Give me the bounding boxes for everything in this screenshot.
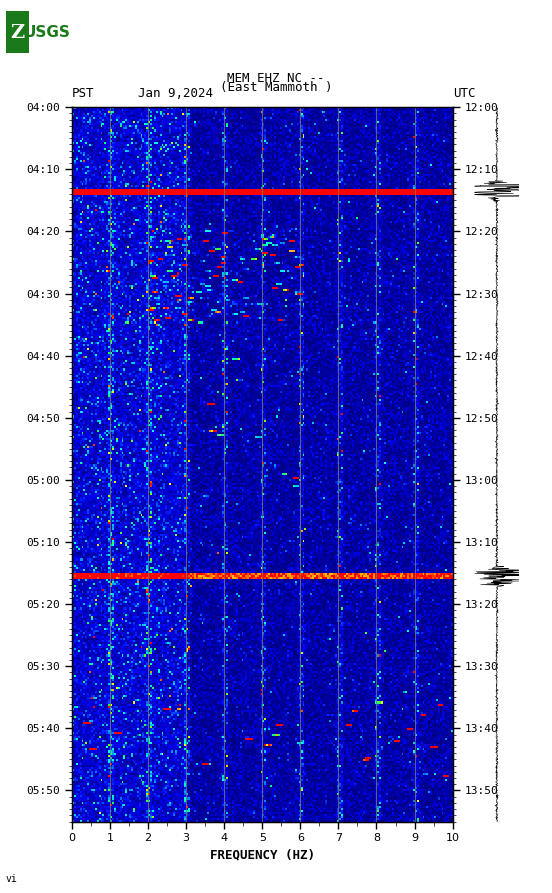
Text: PST: PST (72, 87, 94, 100)
X-axis label: FREQUENCY (HZ): FREQUENCY (HZ) (210, 849, 315, 862)
FancyBboxPatch shape (6, 12, 29, 53)
Text: USGS: USGS (23, 25, 70, 40)
Text: Jan 9,2024: Jan 9,2024 (138, 87, 213, 100)
Text: UTC: UTC (453, 87, 475, 100)
Text: vi: vi (6, 874, 17, 884)
Text: MEM EHZ NC --: MEM EHZ NC -- (227, 71, 325, 85)
Text: Z: Z (10, 23, 24, 41)
Text: (East Mammoth ): (East Mammoth ) (220, 80, 332, 94)
